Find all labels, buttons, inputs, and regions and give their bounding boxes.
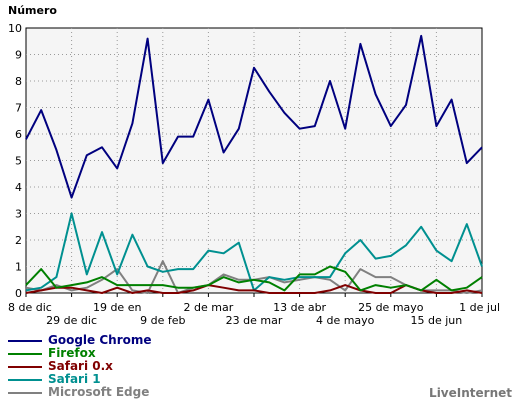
x-tick-label: 1 de jul (459, 301, 500, 314)
legend-label: Google Chrome (48, 333, 152, 347)
y-axis-title: Número (8, 4, 57, 17)
series-line-firefox (25, 265, 483, 292)
x-tick-label: 19 de en (93, 301, 142, 314)
legend-label: Safari 1 (48, 372, 101, 386)
y-tick-label: 4 (15, 181, 22, 194)
legend-item-safari-1: Safari 1 (8, 373, 152, 386)
legend-swatch (8, 378, 42, 381)
y-tick-label: 1 (15, 261, 22, 274)
x-tick-label: 13 de abr (273, 301, 326, 314)
series-lines (25, 34, 483, 294)
y-tick-label: 5 (15, 155, 22, 168)
y-tick-label: 0 (15, 287, 22, 300)
y-tick-label: 3 (15, 208, 22, 221)
legend-swatch (8, 365, 42, 368)
x-tick-label: 15 de jun (411, 314, 463, 327)
legend: Google Chrome Firefox Safari 0.x Safari 1 Mi… (8, 334, 152, 399)
y-tick-label: 9 (15, 49, 22, 62)
series-line-google-chrome (25, 34, 483, 199)
x-tick-label: 29 de dic (46, 314, 97, 327)
legend-item-firefox: Firefox (8, 347, 152, 360)
y-tick-label: 8 (15, 75, 22, 88)
x-tick-label: 2 de mar (184, 301, 234, 314)
legend-item-safari-0-x: Safari 0.x (8, 360, 152, 373)
legend-item-microsoft-edge: Microsoft Edge (8, 386, 152, 399)
legend-swatch (8, 391, 42, 394)
y-tick-label: 7 (15, 102, 22, 115)
legend-label: Firefox (48, 346, 96, 360)
y-tick-label: 2 (15, 234, 22, 247)
y-tick-label: 10 (8, 22, 22, 35)
x-tick-label: 23 de mar (226, 314, 283, 327)
source-label: LiveInternet (429, 386, 512, 400)
x-tick-label: 9 de feb (140, 314, 185, 327)
legend-label: Safari 0.x (48, 359, 113, 373)
x-tick-label: 4 de mayo (316, 314, 375, 327)
legend-item-google-chrome: Google Chrome (8, 334, 152, 347)
legend-swatch (8, 352, 42, 355)
legend-label: Microsoft Edge (48, 385, 150, 399)
x-tick-label: 25 de mayo (358, 301, 424, 314)
x-tick-label: 8 de dic (8, 301, 52, 314)
y-tick-label: 6 (15, 128, 22, 141)
legend-swatch (8, 339, 42, 342)
